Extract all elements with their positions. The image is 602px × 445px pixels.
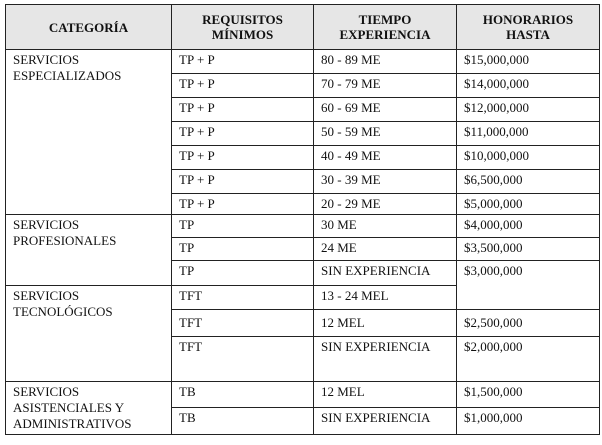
table-row: TP + P 20 - 29 ME $5,000,000 [6, 193, 600, 215]
header-requisitos-text: REQUISITOS MÍNIMOS [202, 12, 283, 42]
header-tiempo: TIEMPO EXPERIENCIA [313, 4, 457, 50]
category-cell: SERVICIOS ESPECIALIZADOS [5, 49, 172, 215]
tiempo-cell: 13 - 24 MEL [313, 285, 457, 310]
tiempo-cell: 30 - 39 ME [313, 169, 457, 194]
honorarios-cell: $11,000,000 [456, 121, 600, 146]
requisito-cell: TB [171, 407, 314, 435]
honorarios-cell: $2,500,000 [456, 309, 600, 337]
requisito-cell: TP + P [171, 73, 314, 98]
tiempo-cell: 20 - 29 ME [313, 193, 457, 215]
header-requisitos: REQUISITOS MÍNIMOS [171, 4, 314, 50]
tiempo-cell: 12 MEL [313, 309, 457, 337]
honorarios-cell: $1,500,000 [456, 381, 600, 408]
header-tiempo-text: TIEMPO EXPERIENCIA [339, 12, 431, 42]
requisito-cell: TP + P [171, 121, 314, 146]
requisito-cell: TB [171, 381, 314, 408]
category-cell: SERVICIOS ASISTENCIALES Y ADMINISTRATIVO… [5, 381, 172, 435]
table-row: TP 24 ME $3,500,000 [6, 237, 600, 261]
tiempo-cell: 50 - 59 ME [313, 121, 457, 146]
requisito-cell: TP [171, 214, 314, 238]
honorarios-cell: $4,000,000 [456, 214, 600, 238]
table-row: TFT SIN EXPERIENCIA $2,000,000 [6, 336, 600, 382]
requisito-cell: TP + P [171, 49, 314, 74]
table-row: SERVICIOS ESPECIALIZADOS TP + P 80 - 89 … [5, 49, 600, 215]
table-row: TP + P 70 - 79 ME $14,000,000 [6, 73, 600, 98]
honorarios-cell: $3,500,000 [456, 237, 600, 261]
honorarios-cell: $15,000,000 [456, 49, 600, 74]
table-row: TP SIN EXPERIENCIA $3,000,000 [6, 260, 600, 310]
honorarios-cell: $3,000,000 [456, 260, 600, 310]
category-cell: SERVICIOS PROFESIONALES [5, 214, 172, 286]
table-row: SERVICIOS PROFESIONALES TP 30 ME $4,000,… [5, 214, 600, 286]
table-row: TP + P 40 - 49 ME $10,000,000 [6, 145, 600, 170]
honorarios-cell: $2,000,000 [456, 336, 600, 382]
category-cell: SERVICIOS TECNOLÓGICOS [5, 285, 172, 382]
table-row: TB SIN EXPERIENCIA $1,000,000 [6, 407, 600, 435]
requisito-cell: TP [171, 260, 314, 286]
honorarios-cell: $12,000,000 [456, 97, 600, 122]
header-honorarios-text: HONORARIOS HASTA [482, 12, 574, 42]
tiempo-cell: SIN EXPERIENCIA [313, 407, 457, 435]
tiempo-cell: 24 ME [313, 237, 457, 261]
header-row: CATEGORÍA REQUISITOS MÍNIMOS TIEMPO EXPE… [5, 4, 600, 50]
header-honorarios: HONORARIOS HASTA [456, 4, 600, 50]
honorarios-cell: $14,000,000 [456, 73, 600, 98]
tiempo-cell: 40 - 49 ME [313, 145, 457, 170]
category-text: SERVICIOS ASISTENCIALES Y ADMINISTRATIVO… [13, 384, 132, 431]
requisito-cell: TP + P [171, 169, 314, 194]
table-row: SERVICIOS ASISTENCIALES Y ADMINISTRATIVO… [5, 381, 600, 435]
requisito-cell: TP + P [171, 145, 314, 170]
tiempo-cell: 80 - 89 ME [313, 49, 457, 74]
tiempo-cell: 30 ME [313, 214, 457, 238]
honorarios-cell: $5,000,000 [456, 193, 600, 215]
tiempo-cell: SIN EXPERIENCIA [313, 336, 457, 382]
table-row: TP + P 50 - 59 ME $11,000,000 [6, 121, 600, 146]
tiempo-cell: 12 MEL [313, 381, 457, 408]
honorarios-table: CATEGORÍA REQUISITOS MÍNIMOS TIEMPO EXPE… [5, 4, 600, 435]
requisito-cell: TP + P [171, 97, 314, 122]
tiempo-cell: SIN EXPERIENCIA [313, 260, 457, 286]
table-row: TP + P 60 - 69 ME $12,000,000 [6, 97, 600, 122]
tiempo-cell: 60 - 69 ME [313, 97, 457, 122]
requisito-cell: TP + P [171, 193, 314, 215]
requisito-cell: TFT [171, 336, 314, 382]
requisito-cell: TP [171, 237, 314, 261]
table-row: TFT 12 MEL $2,500,000 [6, 309, 600, 337]
tiempo-cell: 70 - 79 ME [313, 73, 457, 98]
honorarios-cell: $1,000,000 [456, 407, 600, 435]
honorarios-cell: $6,500,000 [456, 169, 600, 194]
requisito-cell: TFT [171, 285, 314, 310]
requisito-cell: TFT [171, 309, 314, 337]
table-row: TP + P 30 - 39 ME $6,500,000 [6, 169, 600, 194]
header-categoria: CATEGORÍA [5, 4, 172, 50]
honorarios-cell: $10,000,000 [456, 145, 600, 170]
